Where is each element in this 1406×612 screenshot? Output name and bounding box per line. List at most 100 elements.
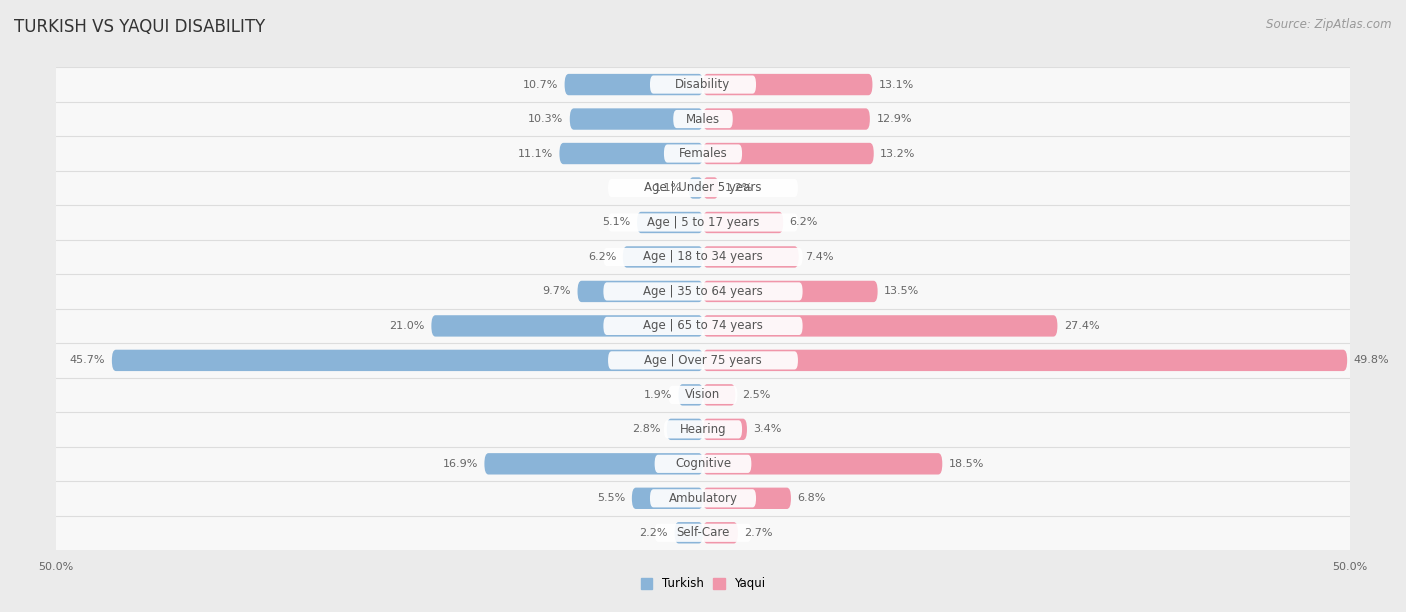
FancyBboxPatch shape (703, 143, 873, 164)
Text: TURKISH VS YAQUI DISABILITY: TURKISH VS YAQUI DISABILITY (14, 18, 266, 36)
Text: Age | 35 to 64 years: Age | 35 to 64 years (643, 285, 763, 298)
Bar (56, 240, 1350, 274)
FancyBboxPatch shape (485, 453, 703, 474)
Bar (56, 447, 1350, 481)
Bar (56, 343, 1350, 378)
FancyBboxPatch shape (112, 349, 703, 371)
FancyBboxPatch shape (565, 74, 703, 95)
FancyBboxPatch shape (666, 419, 703, 440)
Text: Males: Males (686, 113, 720, 125)
Text: 13.1%: 13.1% (879, 80, 914, 89)
FancyBboxPatch shape (607, 351, 799, 370)
FancyBboxPatch shape (703, 419, 747, 440)
Text: 18.5%: 18.5% (949, 459, 984, 469)
Text: 45.7%: 45.7% (70, 356, 105, 365)
FancyBboxPatch shape (703, 349, 1347, 371)
FancyBboxPatch shape (703, 315, 1057, 337)
Text: 1.2%: 1.2% (725, 183, 754, 193)
FancyBboxPatch shape (673, 110, 733, 128)
FancyBboxPatch shape (703, 453, 942, 474)
Bar (56, 205, 1350, 240)
FancyBboxPatch shape (650, 75, 756, 94)
FancyBboxPatch shape (689, 177, 703, 199)
FancyBboxPatch shape (650, 489, 756, 507)
Text: 13.5%: 13.5% (884, 286, 920, 296)
Text: Disability: Disability (675, 78, 731, 91)
Bar (56, 378, 1350, 412)
FancyBboxPatch shape (664, 420, 742, 438)
FancyBboxPatch shape (703, 384, 735, 406)
FancyBboxPatch shape (655, 455, 751, 473)
Text: Hearing: Hearing (679, 423, 727, 436)
Legend: Turkish, Yaqui: Turkish, Yaqui (636, 573, 770, 595)
Bar (56, 102, 1350, 136)
Text: 13.2%: 13.2% (880, 149, 915, 159)
FancyBboxPatch shape (607, 214, 799, 231)
Text: Vision: Vision (685, 389, 721, 401)
FancyBboxPatch shape (703, 177, 718, 199)
Text: 3.4%: 3.4% (754, 424, 782, 435)
Bar (56, 412, 1350, 447)
Text: 2.7%: 2.7% (744, 528, 773, 538)
Text: 6.8%: 6.8% (797, 493, 825, 503)
FancyBboxPatch shape (703, 108, 870, 130)
FancyBboxPatch shape (703, 246, 799, 267)
Text: 6.2%: 6.2% (790, 217, 818, 228)
FancyBboxPatch shape (623, 246, 703, 267)
FancyBboxPatch shape (603, 317, 803, 335)
FancyBboxPatch shape (679, 384, 703, 406)
Bar (56, 481, 1350, 515)
Text: Age | 65 to 74 years: Age | 65 to 74 years (643, 319, 763, 332)
Text: 1.1%: 1.1% (654, 183, 682, 193)
FancyBboxPatch shape (703, 212, 783, 233)
Text: 7.4%: 7.4% (806, 252, 834, 262)
Bar (56, 136, 1350, 171)
Text: 2.5%: 2.5% (742, 390, 770, 400)
Text: 1.9%: 1.9% (644, 390, 672, 400)
FancyBboxPatch shape (655, 524, 751, 542)
FancyBboxPatch shape (607, 179, 799, 197)
Text: Age | 18 to 34 years: Age | 18 to 34 years (643, 250, 763, 263)
Text: 16.9%: 16.9% (443, 459, 478, 469)
FancyBboxPatch shape (569, 108, 703, 130)
FancyBboxPatch shape (703, 74, 873, 95)
Text: 10.3%: 10.3% (529, 114, 564, 124)
FancyBboxPatch shape (432, 315, 703, 337)
FancyBboxPatch shape (637, 212, 703, 233)
Text: 5.5%: 5.5% (598, 493, 626, 503)
Text: 5.1%: 5.1% (602, 217, 630, 228)
Bar (56, 67, 1350, 102)
FancyBboxPatch shape (703, 522, 738, 543)
FancyBboxPatch shape (703, 281, 877, 302)
FancyBboxPatch shape (664, 144, 742, 163)
Text: Age | 5 to 17 years: Age | 5 to 17 years (647, 216, 759, 229)
Bar (56, 274, 1350, 308)
Text: Females: Females (679, 147, 727, 160)
Text: 2.8%: 2.8% (631, 424, 661, 435)
Text: Cognitive: Cognitive (675, 457, 731, 471)
Text: 6.2%: 6.2% (588, 252, 616, 262)
Text: Source: ZipAtlas.com: Source: ZipAtlas.com (1267, 18, 1392, 31)
Text: Age | Under 5 years: Age | Under 5 years (644, 182, 762, 195)
Text: 49.8%: 49.8% (1354, 356, 1389, 365)
Text: 2.2%: 2.2% (640, 528, 668, 538)
Text: 11.1%: 11.1% (517, 149, 553, 159)
Bar (56, 171, 1350, 205)
FancyBboxPatch shape (703, 488, 792, 509)
FancyBboxPatch shape (603, 248, 803, 266)
FancyBboxPatch shape (675, 522, 703, 543)
Text: Age | Over 75 years: Age | Over 75 years (644, 354, 762, 367)
FancyBboxPatch shape (669, 386, 737, 404)
Text: Ambulatory: Ambulatory (668, 492, 738, 505)
Text: 27.4%: 27.4% (1064, 321, 1099, 331)
Text: 21.0%: 21.0% (389, 321, 425, 331)
Text: 10.7%: 10.7% (523, 80, 558, 89)
Text: Self-Care: Self-Care (676, 526, 730, 539)
Text: 9.7%: 9.7% (543, 286, 571, 296)
FancyBboxPatch shape (631, 488, 703, 509)
FancyBboxPatch shape (560, 143, 703, 164)
FancyBboxPatch shape (603, 282, 803, 300)
Text: 12.9%: 12.9% (876, 114, 912, 124)
Bar (56, 308, 1350, 343)
FancyBboxPatch shape (578, 281, 703, 302)
